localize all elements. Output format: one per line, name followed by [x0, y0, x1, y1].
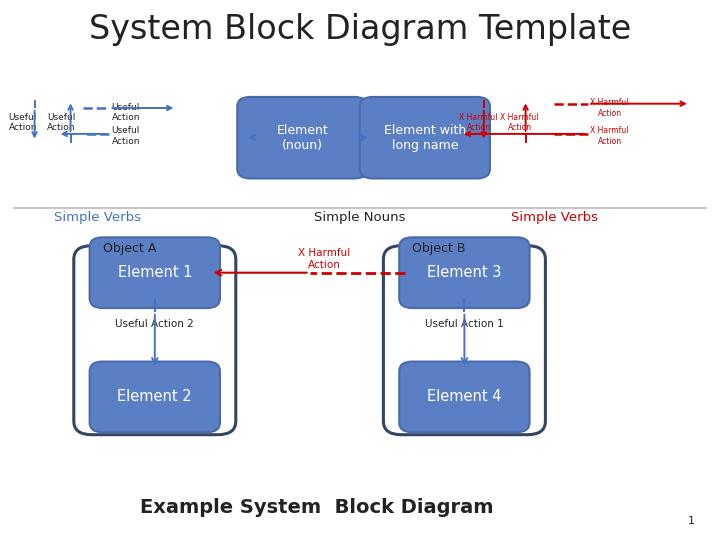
Text: Simple Verbs: Simple Verbs — [54, 211, 140, 224]
Text: Useful
Action: Useful Action — [112, 103, 140, 122]
Text: Useful
Action: Useful Action — [47, 113, 76, 132]
Text: X Harmful
Action: X Harmful Action — [459, 113, 498, 132]
FancyBboxPatch shape — [383, 246, 546, 435]
Text: Object B: Object B — [412, 242, 466, 255]
Text: Element 3: Element 3 — [427, 265, 502, 280]
Text: X Harmful
Action: X Harmful Action — [500, 113, 539, 132]
Text: Element with
long name: Element with long name — [384, 124, 466, 152]
Text: Example System  Block Diagram: Example System Block Diagram — [140, 498, 493, 517]
Text: Object A: Object A — [103, 242, 156, 255]
Text: Useful Action 1: Useful Action 1 — [425, 319, 504, 329]
FancyBboxPatch shape — [360, 97, 490, 178]
Text: Useful
Action: Useful Action — [112, 126, 140, 146]
FancyBboxPatch shape — [74, 246, 236, 435]
FancyBboxPatch shape — [237, 97, 367, 178]
Text: System Block Diagram Template: System Block Diagram Template — [89, 13, 631, 46]
FancyBboxPatch shape — [399, 362, 530, 432]
FancyBboxPatch shape — [399, 238, 530, 308]
Text: Element
(noun): Element (noun) — [276, 124, 328, 152]
Text: Simple Nouns: Simple Nouns — [314, 211, 406, 224]
Text: Useful Action 2: Useful Action 2 — [115, 319, 194, 329]
Text: Element 2: Element 2 — [117, 389, 192, 404]
FancyBboxPatch shape — [90, 362, 220, 432]
Text: X Harmful
Action: X Harmful Action — [590, 126, 629, 146]
FancyBboxPatch shape — [90, 238, 220, 308]
Text: X Harmful
Action: X Harmful Action — [298, 248, 350, 270]
Text: 1: 1 — [688, 516, 695, 526]
Text: Useful
Action: Useful Action — [9, 113, 37, 132]
Text: X Harmful
Action: X Harmful Action — [590, 98, 629, 118]
Text: Simple Verbs: Simple Verbs — [511, 211, 598, 224]
Text: Element 4: Element 4 — [427, 389, 502, 404]
Text: Element 1: Element 1 — [117, 265, 192, 280]
